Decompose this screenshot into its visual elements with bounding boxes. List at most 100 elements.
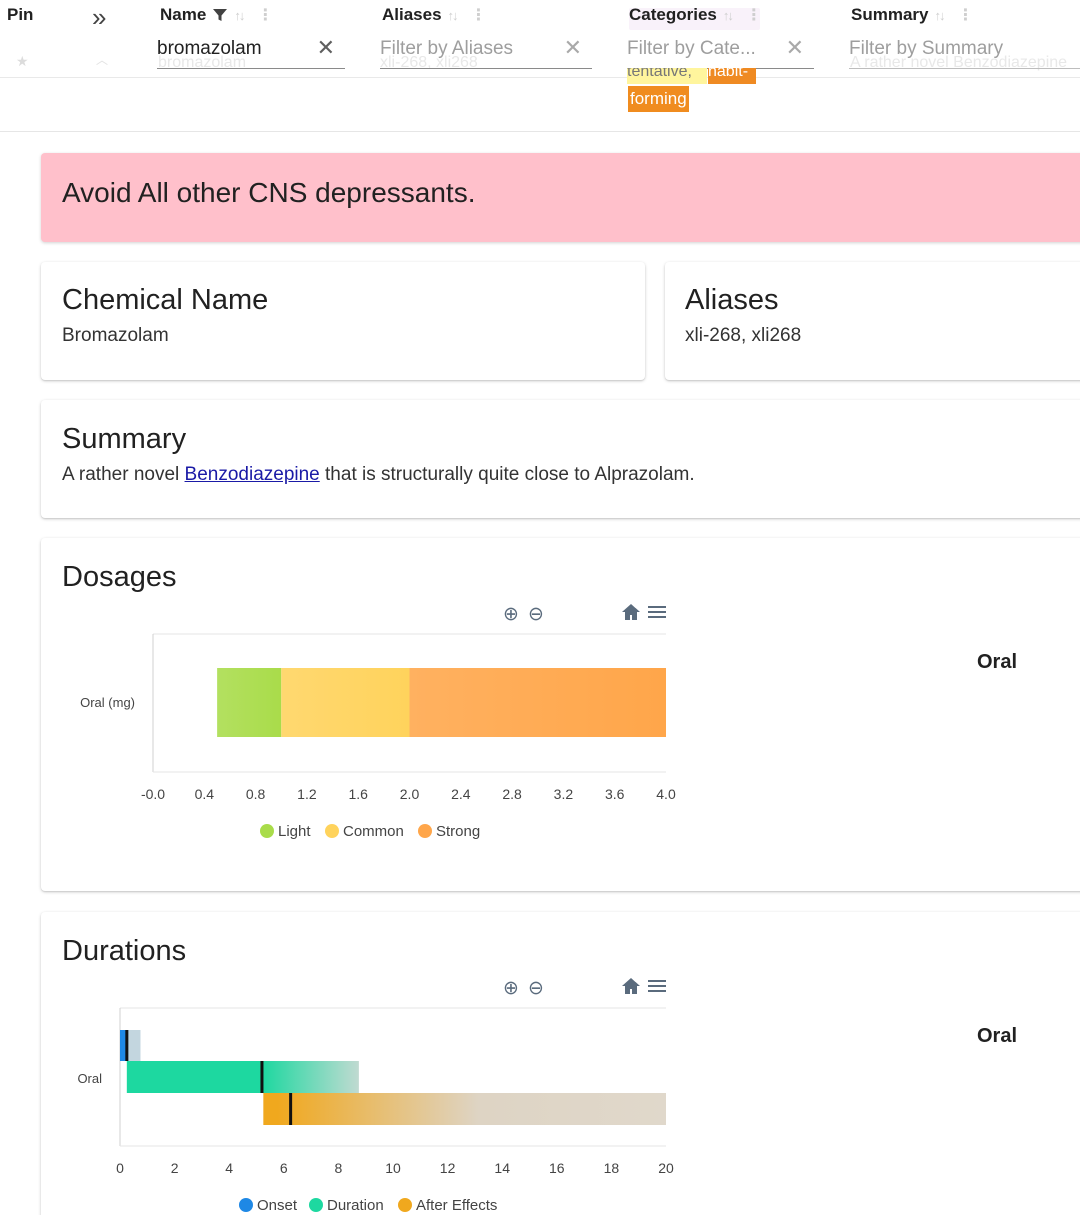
card-title: Summary xyxy=(62,423,187,455)
legend-label: Strong xyxy=(436,823,480,840)
x-tick-label: 12 xyxy=(440,1160,456,1176)
close-icon[interactable]: ✕ xyxy=(563,35,582,60)
vertical-dots-icon[interactable]: ⋮ xyxy=(745,7,762,24)
name-filter: ✕ xyxy=(157,34,345,69)
legend-label: After Effects xyxy=(416,1197,497,1214)
category-chip-ghost xyxy=(629,8,760,30)
bar-duration xyxy=(126,1061,359,1093)
y-tick-label: Oral (mg) xyxy=(80,695,135,710)
zoom-out-icon[interactable]: ⊖ xyxy=(528,978,544,999)
vertical-dots-icon[interactable]: ⋮ xyxy=(957,7,974,24)
x-tick-label: 10 xyxy=(385,1160,401,1176)
legend-marker xyxy=(260,824,274,838)
card-title: Aliases xyxy=(685,284,779,316)
x-tick-label: 0 xyxy=(116,1160,124,1176)
x-tick-label: 1.2 xyxy=(297,786,317,802)
x-tick-label: 2.0 xyxy=(400,786,420,802)
column-header-pin[interactable]: Pin xyxy=(7,5,34,24)
category-chip-habit-forming-top: habit- xyxy=(708,68,756,84)
legend-marker xyxy=(239,1198,253,1212)
x-tick-label: 14 xyxy=(494,1160,510,1176)
home-icon[interactable] xyxy=(621,976,641,996)
table-header: ★ ︿ bromazolam xli-268, xli268 A rather … xyxy=(0,0,1080,132)
card-title: Dosages xyxy=(62,561,177,593)
pin-icon: ★ xyxy=(16,53,29,69)
x-tick-label: 18 xyxy=(604,1160,620,1176)
x-tick-label: 3.6 xyxy=(605,786,625,802)
name-filter-input[interactable] xyxy=(157,34,315,64)
x-tick-label: 4 xyxy=(225,1160,233,1176)
zoom-out-icon[interactable]: ⊖ xyxy=(528,604,544,625)
sort-arrows-icon[interactable]: ↑↓ xyxy=(934,7,945,23)
bar-onset xyxy=(120,1030,129,1061)
warning-text: Avoid All other CNS depressants. xyxy=(62,177,476,208)
zoom-in-icon[interactable]: ⊕ xyxy=(503,978,519,999)
x-tick-label: 3.2 xyxy=(554,786,574,802)
x-tick-label: 1.6 xyxy=(348,786,368,802)
bar-strong xyxy=(409,668,666,737)
aliases-filter: ✕ xyxy=(380,34,592,69)
menu-icon[interactable] xyxy=(647,602,667,622)
x-tick-label: 0.4 xyxy=(195,786,215,802)
column-header-name[interactable]: Name ↑↓ ⋮ xyxy=(160,5,274,24)
home-icon[interactable] xyxy=(621,602,641,622)
bar-light xyxy=(217,668,282,737)
aliases-value: xli-268, xli268 xyxy=(685,325,802,346)
ghost-table-row xyxy=(0,50,1080,78)
summary-card: Summary A rather novel Benzodiazepine th… xyxy=(41,400,1080,518)
vertical-dots-icon[interactable]: ⋮ xyxy=(257,7,274,24)
x-tick-label: -0.0 xyxy=(141,786,165,802)
warning-banner: Avoid All other CNS depressants. xyxy=(41,153,1080,242)
menu-icon[interactable] xyxy=(647,976,667,996)
legend-label: Duration xyxy=(327,1197,384,1214)
sort-arrows-icon[interactable]: ↑↓ xyxy=(447,7,459,23)
benzodiazepine-link[interactable]: Benzodiazepine xyxy=(184,464,320,485)
x-tick-label: 2 xyxy=(171,1160,179,1176)
close-icon[interactable]: ✕ xyxy=(316,35,335,60)
dosage-chart: Oral (mg) -0.0 0.4 0.8 1.2 1.6 2.0 2.4 2.8 3.2 3.6… xyxy=(80,633,676,840)
x-tick-label: 6 xyxy=(280,1160,288,1176)
vertical-dots-icon[interactable]: ⋮ xyxy=(470,7,487,24)
summary-filter xyxy=(849,34,1080,69)
aliases-filter-input[interactable] xyxy=(380,34,562,64)
funnel-icon[interactable] xyxy=(212,7,228,23)
x-tick-label: 8 xyxy=(335,1160,343,1176)
chemical-name-card: Chemical Name Bromazolam xyxy=(41,262,645,380)
duration-chart: Oral 0 2 4 6 8 10 12 14 16 18 20 Onset Duration After … xyxy=(77,1007,674,1214)
column-header-categories[interactable]: Categories ↑↓ ⋮ xyxy=(629,5,762,24)
sort-arrows-icon[interactable]: ↑↓ xyxy=(234,7,245,23)
legend-marker xyxy=(325,824,339,838)
x-tick-label: 2.8 xyxy=(502,786,522,802)
summary-filter-input[interactable] xyxy=(849,34,1059,64)
legend-label: Onset xyxy=(257,1197,298,1214)
sort-arrows-icon[interactable]: ↑↓ xyxy=(722,7,734,23)
durations-card: Durations ⊕ ⊖ Oral Oral 0 2 4 6 8 10 12 14 16 18 20… xyxy=(41,912,1080,1215)
card-title: Durations xyxy=(62,935,187,967)
x-tick-label: 20 xyxy=(658,1160,674,1176)
legend-marker xyxy=(418,824,432,838)
category-chip-tentative: tentative, xyxy=(627,68,707,84)
route-label: Oral xyxy=(977,651,1018,673)
close-icon[interactable]: ✕ xyxy=(785,35,804,60)
category-chip-habit-forming: forming xyxy=(628,86,689,112)
legend-label: Common xyxy=(343,823,404,840)
x-tick-label: 4.0 xyxy=(656,786,676,802)
chemical-name-value: Bromazolam xyxy=(62,325,169,346)
bar-common xyxy=(281,668,410,737)
aliases-card: Aliases xli-268, xli268 xyxy=(665,262,1080,380)
zoom-in-icon[interactable]: ⊕ xyxy=(503,604,519,625)
summary-text: A rather novel Benzodiazepine that is st… xyxy=(62,464,695,485)
x-tick-label: 16 xyxy=(549,1160,565,1176)
y-tick-label: Oral xyxy=(77,1071,102,1086)
legend-label: Light xyxy=(278,823,311,840)
column-header-summary[interactable]: Summary ↑↓ ⋮ xyxy=(851,5,974,24)
categories-filter-input[interactable] xyxy=(627,34,784,64)
route-label: Oral xyxy=(977,1025,1018,1047)
card-title: Chemical Name xyxy=(62,284,269,316)
x-tick-label: 2.4 xyxy=(451,786,471,802)
column-header-aliases[interactable]: Aliases ↑↓ ⋮ xyxy=(382,5,487,24)
dosages-card: Dosages ⊕ ⊖ Oral Oral (mg) -0.0 0.4 0.8 1.2 1… xyxy=(41,538,1080,891)
double-chevron-right-icon[interactable]: » xyxy=(92,2,107,32)
legend-marker xyxy=(309,1198,323,1212)
x-tick-label: 0.8 xyxy=(246,786,266,802)
